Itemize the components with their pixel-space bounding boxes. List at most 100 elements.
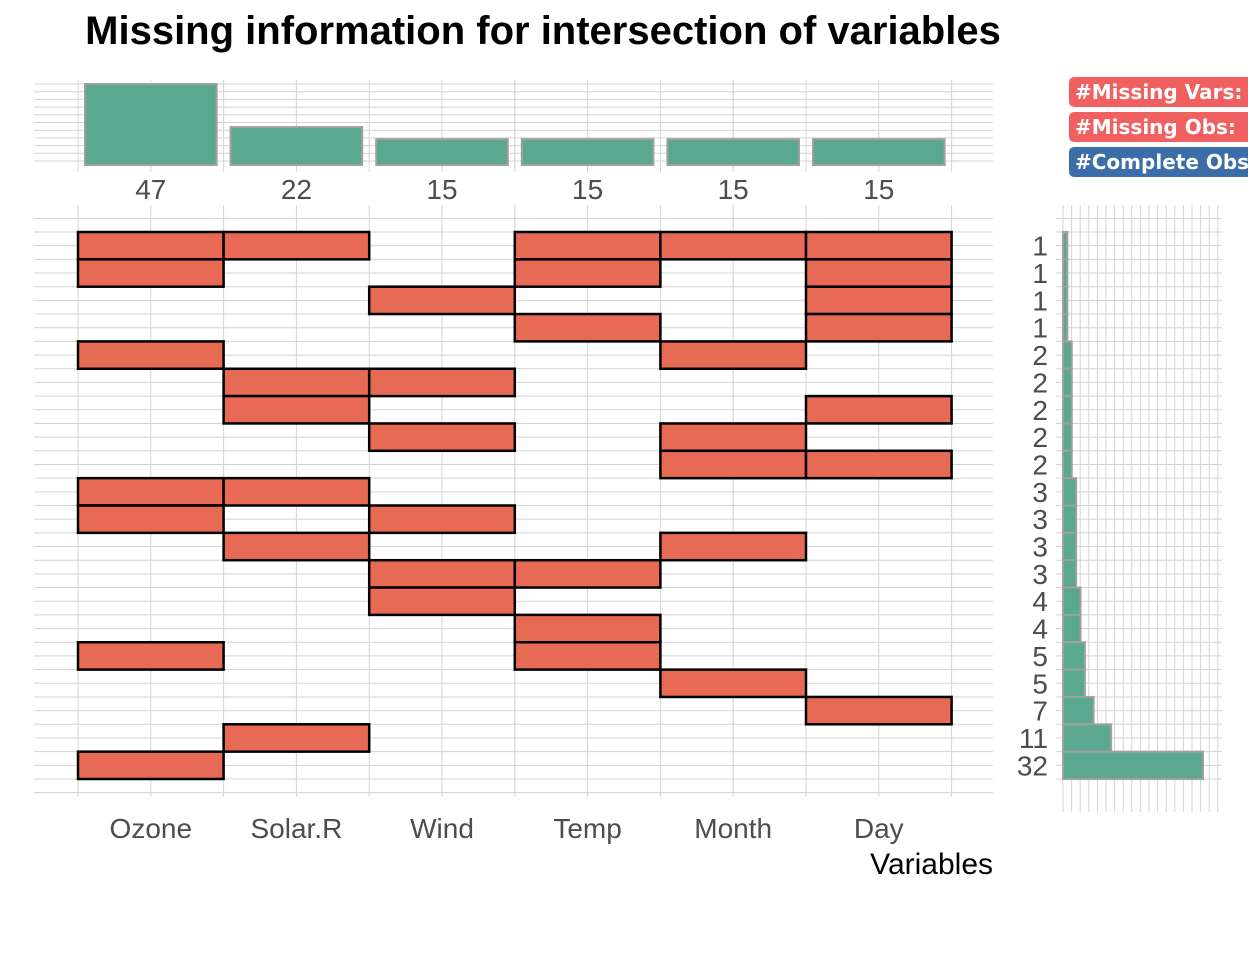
intersection-count-label: 3 <box>1032 504 1048 535</box>
missing-cell-solar-r <box>222 476 371 507</box>
x-tick-label: Ozone <box>110 813 193 844</box>
missing-cell-day <box>804 285 953 316</box>
variable-missing-bar <box>666 138 801 167</box>
x-axis-title: Variables <box>870 848 993 881</box>
x-tick-label: Wind <box>410 813 474 844</box>
missing-cell-solar-r <box>222 723 371 753</box>
intersection-count-bar <box>1062 531 1078 562</box>
missing-cell-wind <box>367 504 517 535</box>
legend: #Missing Vars: #Missing Obs: #Complete Obs <box>1069 77 1248 177</box>
missing-cell-day <box>804 230 953 261</box>
missing-cell-ozone <box>76 258 225 288</box>
variable-missing-bar <box>812 138 946 167</box>
missing-cell-ozone <box>76 340 225 370</box>
intersection-count-bar <box>1062 422 1073 452</box>
intersection-count-bar <box>1062 613 1082 644</box>
missing-cell-wind <box>367 558 517 589</box>
intersection-count-label: 4 <box>1032 586 1048 617</box>
x-tick-label: Month <box>694 813 772 844</box>
intersection-count-bar <box>1062 477 1078 507</box>
intersection-count-label: 2 <box>1032 449 1048 480</box>
missing-cell-solar-r <box>222 394 371 425</box>
intersection-count-label: 1 <box>1032 285 1048 316</box>
missing-cell-wind <box>367 367 517 398</box>
variable-missing-bars <box>84 83 946 167</box>
missing-cell-ozone <box>76 504 225 535</box>
intersection-count-label: 11 <box>1019 723 1048 754</box>
variable-missing-bar <box>520 138 655 167</box>
variable-missing-bar <box>229 126 364 166</box>
intersection-count-label: 1 <box>1032 313 1048 344</box>
missing-cell-wind <box>367 285 517 316</box>
intersection-count-label: 5 <box>1032 668 1048 699</box>
intersection-count-bar <box>1062 559 1078 589</box>
missing-cell-month <box>659 340 808 370</box>
intersection-count-bar <box>1062 367 1073 398</box>
intersection-count-label: 2 <box>1032 367 1048 398</box>
legend-badge-label: #Missing Obs: <box>1075 115 1236 139</box>
intersection-count-label: 2 <box>1032 422 1048 453</box>
legend-badge <box>1069 147 1248 177</box>
missing-cell-month <box>659 422 808 453</box>
variable-count-label: 15 <box>718 174 749 205</box>
legend-badge <box>1069 112 1248 142</box>
intersection-count-label: 1 <box>1032 258 1048 289</box>
missing-cell-day <box>804 312 953 343</box>
intersection-count-label: 2 <box>1032 340 1048 371</box>
intersection-count-label: 3 <box>1032 532 1048 563</box>
intersection-count-label: 32 <box>1017 750 1048 781</box>
missing-cell-ozone <box>76 476 225 507</box>
intersection-count-label: 4 <box>1032 614 1048 645</box>
missing-cell-solar-r <box>222 230 371 261</box>
intersection-count-label: 3 <box>1032 559 1048 590</box>
missing-cell-month <box>659 668 808 699</box>
x-tick-label: Day <box>854 813 904 844</box>
missing-cell-solar-r <box>222 531 371 562</box>
missing-cell-solar-r <box>222 367 371 398</box>
x-tick-labels: Ozone Solar.R Wind Temp Month Day <box>110 813 904 844</box>
intersection-count-bars <box>1062 231 1204 781</box>
chart-title: Missing information for intersection of … <box>85 9 1001 53</box>
missing-cell-day <box>804 394 953 425</box>
missing-cell-month <box>659 531 808 562</box>
x-tick-label: Temp <box>553 813 621 844</box>
variable-missing-bar <box>375 138 509 167</box>
missing-cell-temp <box>513 230 662 261</box>
intersection-count-bar <box>1062 313 1069 343</box>
intersection-count-bar <box>1062 641 1086 671</box>
x-tick-label: Solar.R <box>250 813 342 844</box>
missing-cell-ozone <box>76 641 225 671</box>
legend-badge-label: #Complete Obs <box>1075 150 1248 174</box>
missing-matrix <box>76 230 953 781</box>
intersection-count-bar <box>1062 504 1078 534</box>
intersection-count-bar <box>1062 340 1073 370</box>
variable-missing-bar <box>84 83 218 166</box>
variable-count-labels: 47 22 15 15 15 15 <box>135 174 894 205</box>
missing-cell-ozone <box>76 750 225 781</box>
missing-cell-temp <box>513 613 662 644</box>
missing-cell-day <box>804 449 953 480</box>
missing-cell-day <box>804 695 953 726</box>
variable-count-label: 15 <box>863 174 894 205</box>
missing-cell-wind <box>367 422 517 453</box>
intersection-count-label: 2 <box>1032 395 1048 426</box>
missing-cell-month <box>659 230 808 261</box>
intersection-count-label: 1 <box>1032 231 1048 262</box>
intersection-count-label: 3 <box>1032 477 1048 508</box>
missing-cell-month <box>659 449 808 480</box>
intersection-count-bar <box>1062 285 1069 316</box>
missing-cell-day <box>804 258 953 288</box>
intersection-count-bar <box>1062 750 1204 781</box>
missing-cell-temp <box>513 558 662 589</box>
intersection-count-label: 5 <box>1032 641 1048 672</box>
missing-cell-temp <box>513 258 662 288</box>
intersection-count-bar <box>1062 231 1069 261</box>
missing-cell-temp <box>513 312 662 343</box>
variable-count-label: 15 <box>572 174 603 205</box>
variable-count-label: 47 <box>135 174 166 205</box>
intersection-count-label: 7 <box>1032 696 1048 727</box>
legend-badge <box>1069 77 1248 107</box>
missing-cell-wind <box>367 586 517 617</box>
